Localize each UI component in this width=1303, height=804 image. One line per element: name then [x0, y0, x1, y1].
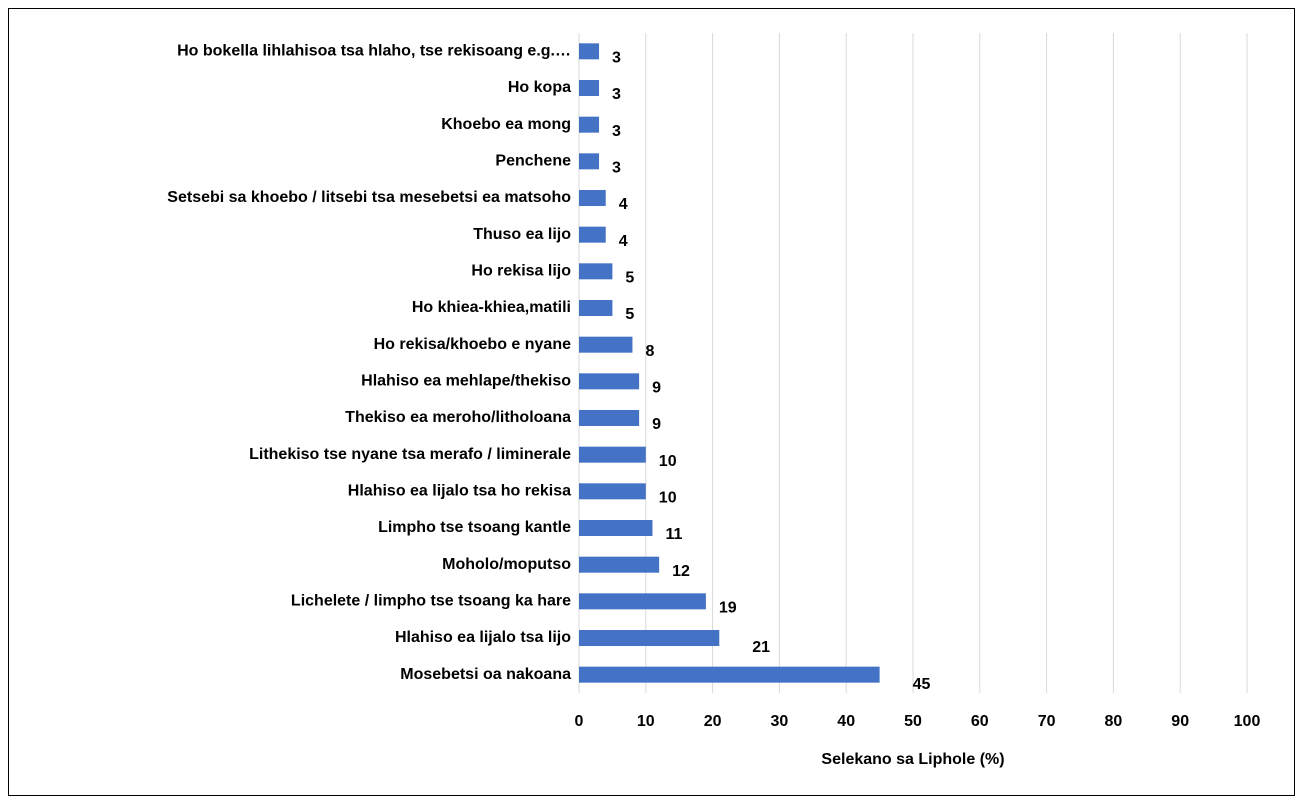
bar	[579, 556, 660, 573]
x-tick-label: 40	[837, 713, 855, 730]
data-label: 3	[612, 123, 621, 140]
bar	[579, 483, 646, 500]
bar	[579, 43, 600, 60]
bar	[579, 300, 613, 316]
y-tick-label: Mosebetsi oa nakoana	[400, 666, 571, 683]
y-tick-label: Thekiso ea meroho/litholoana	[345, 409, 571, 426]
bar	[579, 116, 600, 133]
bar	[579, 190, 606, 206]
bar	[579, 373, 640, 390]
bar	[579, 410, 640, 426]
y-tick-label: Penchene	[495, 153, 571, 170]
data-label: 8	[645, 343, 654, 360]
data-label: 45	[913, 676, 931, 693]
y-tick-label: Ho khiea-khiea,matili	[412, 299, 571, 316]
y-tick-label: Setsebi sa khoebo / litsebi tsa mesebets…	[167, 189, 571, 206]
y-tick-label: Hlahiso ea lijalo tsa lijo	[395, 629, 571, 646]
data-label: 10	[659, 490, 677, 507]
y-tick-label: Thuso ea lijo	[473, 226, 571, 243]
bar	[579, 630, 720, 646]
data-label: 9	[652, 416, 661, 433]
data-label: 21	[752, 639, 770, 656]
data-label: 5	[625, 270, 634, 287]
data-label: 5	[625, 306, 634, 323]
x-tick-label: 90	[1171, 713, 1189, 730]
data-label: 3	[612, 50, 621, 67]
bar	[579, 263, 613, 280]
bar	[579, 520, 653, 536]
x-tick-label: 30	[771, 713, 789, 730]
y-tick-label: Moholo/moputso	[442, 556, 571, 573]
x-tick-label: 100	[1234, 713, 1261, 730]
x-tick-label: 80	[1105, 713, 1123, 730]
y-tick-label: Lithekiso tse nyane tsa merafo / liminer…	[249, 446, 571, 463]
x-tick-label: 50	[904, 713, 922, 730]
data-label: 10	[659, 453, 677, 470]
y-tick-label: Ho rekisa/khoebo e nyane	[374, 336, 572, 353]
data-label: 4	[619, 233, 628, 250]
data-label: 4	[619, 196, 628, 213]
x-tick-label: 20	[704, 713, 722, 730]
bar	[579, 336, 633, 353]
data-label: 9	[652, 380, 661, 397]
data-label: 3	[612, 160, 621, 177]
bar	[579, 593, 706, 610]
x-tick-label: 0	[575, 713, 584, 730]
bar	[579, 446, 646, 463]
x-tick-label: 10	[637, 713, 655, 730]
x-tick-label: 70	[1038, 713, 1056, 730]
chart-border	[8, 8, 1295, 796]
bar	[579, 153, 600, 170]
y-tick-label: Ho rekisa lijo	[471, 263, 571, 280]
y-tick-label: Limpho tse tsoang kantle	[378, 519, 571, 536]
y-tick-label: Khoebo ea mong	[441, 116, 571, 133]
bar	[579, 80, 600, 96]
y-tick-label: Ho bokella lihlahisoa tsa hlaho, tse rek…	[177, 43, 571, 60]
y-tick-label: Hlahiso ea mehlape/thekiso	[361, 373, 571, 390]
bar	[579, 666, 880, 683]
data-label: 3	[612, 86, 621, 103]
x-tick-label: 60	[971, 713, 989, 730]
data-label: 12	[672, 563, 690, 580]
x-axis-label: Selekano sa Liphole (%)	[821, 751, 1004, 768]
data-label: 11	[665, 526, 682, 543]
data-label: 19	[719, 600, 737, 617]
y-tick-label: Lichelete / limpho tse tsoang ka hare	[291, 593, 571, 610]
y-tick-label: Hlahiso ea lijalo tsa ho rekisa	[348, 483, 571, 500]
bar	[579, 226, 606, 243]
y-tick-label: Ho kopa	[508, 79, 571, 96]
